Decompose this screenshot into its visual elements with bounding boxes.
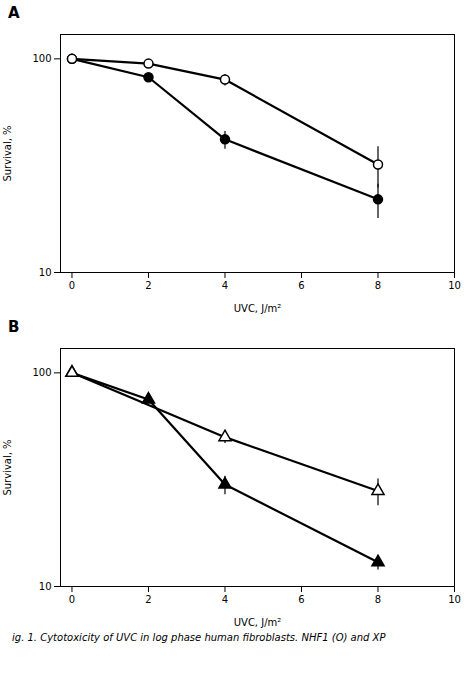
svg-text:8: 8 — [375, 594, 381, 605]
svg-text:10: 10 — [39, 581, 52, 592]
svg-text:0: 0 — [69, 594, 75, 605]
html-text:ig. 1. Cytotoxicity of UVC in: ig. 1. Cytotoxicity of UVC in log phase … — [12, 632, 386, 643]
svg-text:4: 4 — [222, 280, 228, 291]
svg-text:100: 100 — [32, 53, 51, 64]
svg-text:10: 10 — [39, 267, 52, 278]
svg-text:2: 2 — [145, 594, 151, 605]
svg-text:Survival, %: Survival, % — [2, 439, 13, 495]
svg-text:2: 2 — [145, 280, 151, 291]
svg-text:6: 6 — [298, 594, 304, 605]
svg-text:100: 100 — [32, 367, 51, 378]
html-text:B: B — [8, 318, 20, 336]
svg-text:UVC, J/m²: UVC, J/m² — [234, 303, 282, 314]
svg-text:UVC, J/m²: UVC, J/m² — [234, 617, 282, 628]
svg-text:6: 6 — [298, 280, 304, 291]
svg-text:Survival, %: Survival, % — [2, 125, 13, 181]
svg-text:4: 4 — [222, 594, 228, 605]
svg-text:0: 0 — [69, 280, 75, 291]
html-text:A: A — [8, 4, 20, 22]
svg-text:8: 8 — [375, 280, 381, 291]
svg-text:10: 10 — [448, 280, 461, 291]
svg-text:10: 10 — [448, 594, 461, 605]
